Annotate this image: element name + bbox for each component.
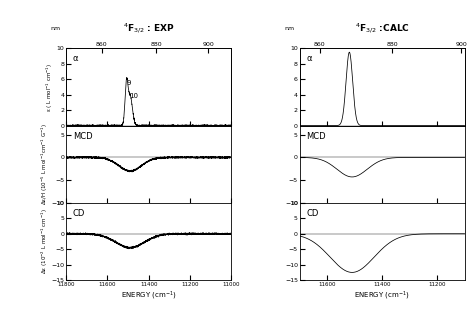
- X-axis label: ENERGY (cm$^{-1}$): ENERGY (cm$^{-1}$): [121, 290, 177, 302]
- Text: α: α: [73, 54, 78, 63]
- Text: MCD: MCD: [73, 132, 92, 141]
- Text: nm: nm: [51, 25, 61, 31]
- Text: MCD: MCD: [307, 132, 326, 141]
- Y-axis label: Δε/H (10$^{-5}$ L mol$^{-1}$cm$^{-1}$ G$^{-1}$): Δε/H (10$^{-5}$ L mol$^{-1}$cm$^{-1}$ G$…: [40, 123, 50, 205]
- X-axis label: ENERGY (cm$^{-1}$): ENERGY (cm$^{-1}$): [354, 290, 410, 302]
- Y-axis label: ε ( L mol$^{-1}$ cm$^{-1}$): ε ( L mol$^{-1}$ cm$^{-1}$): [45, 62, 55, 111]
- Text: α: α: [307, 54, 312, 63]
- Text: 9: 9: [127, 80, 131, 86]
- Text: nm: nm: [284, 25, 295, 31]
- Text: CD: CD: [307, 209, 319, 218]
- Title: $^4$F$_{3/2}$ :CALC: $^4$F$_{3/2}$ :CALC: [355, 22, 410, 36]
- Text: 10: 10: [129, 93, 138, 99]
- Text: CD: CD: [73, 209, 85, 218]
- Y-axis label: Δε (10$^{-2}$ L mol$^{-1}$ cm$^{-1}$): Δε (10$^{-2}$ L mol$^{-1}$ cm$^{-1}$): [40, 209, 50, 274]
- Title: $^4$F$_{3/2}$ : EXP: $^4$F$_{3/2}$ : EXP: [123, 22, 174, 36]
